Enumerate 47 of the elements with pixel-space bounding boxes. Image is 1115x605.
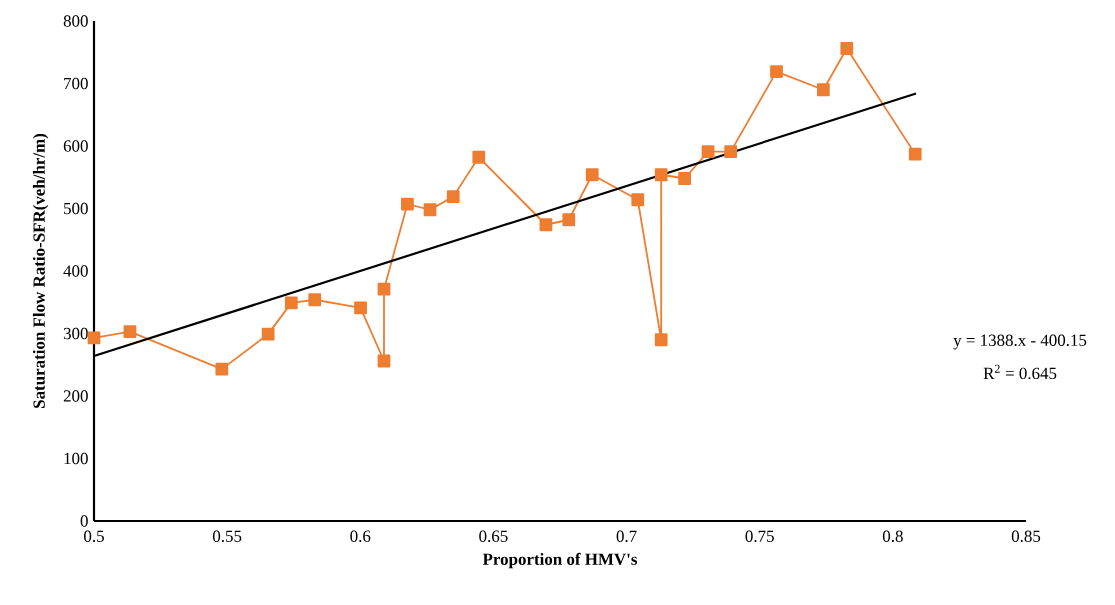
point — [377, 282, 391, 296]
point — [840, 42, 854, 55]
y-tick-label: 100 — [64, 452, 88, 465]
point — [631, 193, 645, 207]
x-tick-label: 0.75 — [745, 530, 774, 542]
y-tick-label: 400 — [63, 265, 88, 277]
x-tick-label: 0.8 — [882, 530, 903, 542]
point — [354, 301, 367, 315]
y-tick-label: 700 — [64, 77, 88, 90]
point — [401, 197, 414, 211]
point — [423, 203, 437, 217]
point — [562, 213, 576, 227]
point — [654, 333, 668, 347]
point — [654, 168, 668, 182]
point — [678, 172, 692, 185]
y-tick-label: 200 — [63, 390, 88, 402]
point — [446, 190, 460, 204]
annotation: R$^{2}$ = 0.645 — [983, 364, 1057, 380]
point — [472, 150, 486, 164]
point — [816, 83, 830, 97]
x-tick-label: 0.5 — [84, 530, 104, 542]
y-tick-label: 600 — [63, 140, 88, 152]
point — [261, 327, 275, 341]
y-tick-label: 500 — [64, 202, 88, 215]
point — [87, 331, 101, 345]
x-axis-title: Proportion of HMV's — [482, 552, 638, 569]
point — [770, 65, 783, 79]
point — [539, 218, 553, 232]
y-axis-title: Saturation Flow Ratio-SFR(veh/hr/m) — [32, 133, 49, 408]
point — [308, 293, 322, 307]
x-tick-label: 0.7 — [616, 530, 637, 542]
point — [701, 145, 715, 159]
x-tick-label: 0.85 — [1011, 530, 1041, 542]
point — [908, 147, 922, 161]
y-tick-label: 300 — [63, 327, 88, 340]
x-tick-label: 0.65 — [479, 530, 508, 542]
x-tick-label: 0.6 — [350, 530, 371, 542]
point — [123, 325, 137, 339]
point — [215, 362, 229, 376]
x-tick-label: 0.55 — [212, 530, 242, 542]
y-tick-label: 800 — [63, 15, 88, 27]
point — [284, 296, 298, 310]
annotation: y = 1388.x - 400.15 — [953, 334, 1087, 350]
point — [724, 145, 738, 159]
y-tick-label: 0 — [80, 515, 88, 527]
point — [585, 168, 599, 182]
point — [377, 354, 391, 368]
